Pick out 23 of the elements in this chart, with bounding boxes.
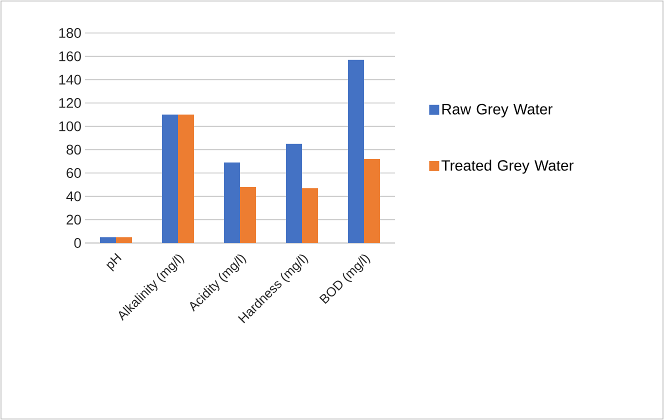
bar bbox=[100, 237, 116, 243]
bar bbox=[286, 144, 302, 243]
y-tick-label: 180 bbox=[59, 28, 81, 38]
y-tick-label: 120 bbox=[59, 98, 81, 108]
y-tick-label: 40 bbox=[66, 191, 81, 202]
x-tick-label: pH bbox=[106, 252, 122, 272]
bar bbox=[302, 188, 318, 243]
y-tick-label: 140 bbox=[59, 74, 81, 85]
legend-label: Raw Grey Water bbox=[442, 104, 552, 118]
legend-label: Treated Grey Water bbox=[442, 160, 574, 174]
bar bbox=[348, 60, 364, 243]
y-tick-label: 20 bbox=[66, 214, 81, 225]
bar bbox=[240, 187, 256, 243]
bar bbox=[224, 162, 240, 243]
y-tick-label: 60 bbox=[66, 168, 81, 178]
bar bbox=[116, 237, 132, 243]
y-tick-label: 160 bbox=[59, 51, 81, 62]
y-tick-label: 100 bbox=[59, 121, 81, 132]
y-tick-label: 0 bbox=[74, 238, 81, 248]
bar bbox=[162, 114, 178, 243]
bar bbox=[178, 114, 194, 243]
y-tick-label: 80 bbox=[66, 144, 81, 155]
bar bbox=[364, 159, 380, 243]
